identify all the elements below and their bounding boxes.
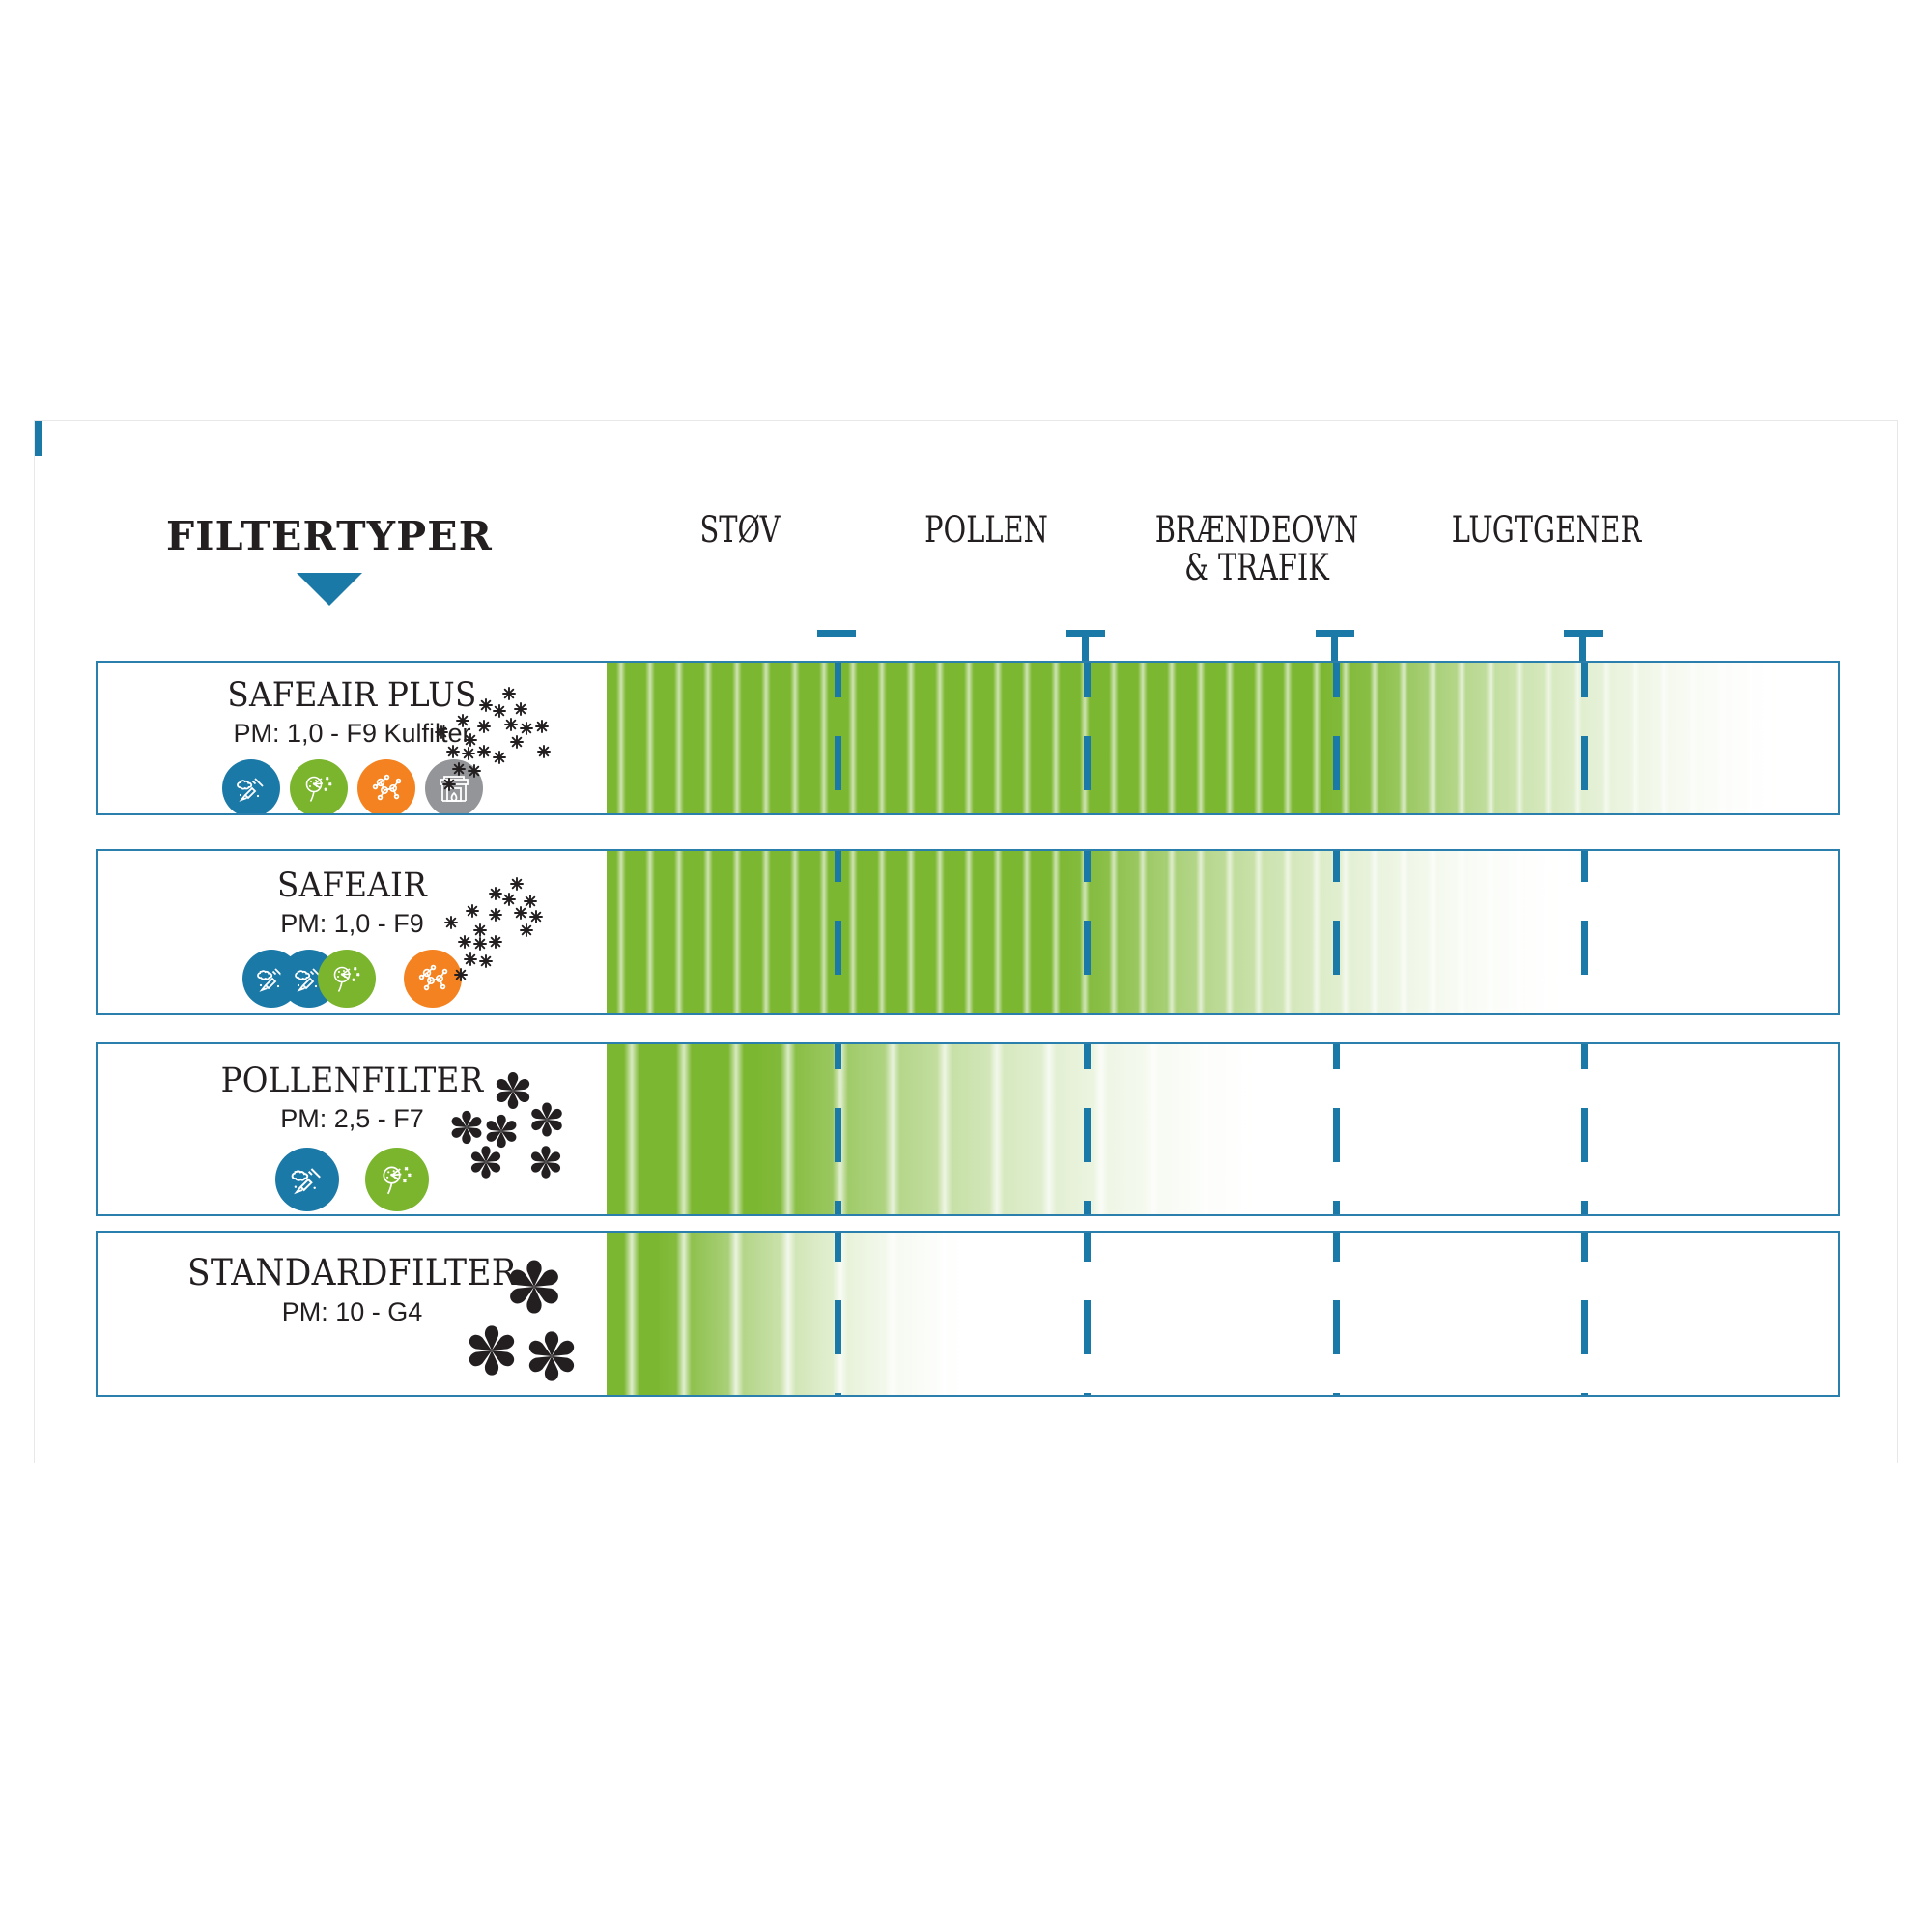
column-header-label-line2: & TRAFIK [1184, 546, 1329, 588]
axis-tick-stem-stov [35, 421, 42, 456]
title-block: FILTERTYPER [127, 513, 532, 606]
dust-broom-icon[interactable] [221, 759, 280, 813]
pollen-dandelion-icon[interactable] [289, 759, 348, 813]
particle-cluster-tiny [424, 874, 569, 992]
axis-tick-stem-braendeovn [1331, 630, 1338, 665]
row-text-cell: STANDARDFILTER PM: 10 - G4 [98, 1233, 607, 1395]
row-icon-group [98, 1148, 607, 1211]
molecule-icon[interactable] [356, 759, 415, 813]
column-header-label: STØV [699, 509, 781, 551]
guide-line-lugtgener [1581, 1233, 1588, 1395]
pollen-dandelion-icon[interactable] [318, 950, 376, 1008]
page-title: FILTERTYPER [165, 513, 494, 559]
guide-line-lugtgener [1581, 1044, 1588, 1214]
guide-line-pollen [1084, 1233, 1091, 1395]
axis-tick-cap-stov [817, 630, 856, 637]
guide-line-pollen [1084, 663, 1091, 813]
row-subtitle: PM: 2,5 - F7 [280, 1104, 424, 1133]
coverage-bar-safeair [607, 851, 1838, 1013]
row-title: STANDARDFILTER [187, 1252, 517, 1293]
column-header-label: BRÆNDEOVN [1154, 509, 1359, 551]
coverage-bar-safeair-plus [607, 663, 1838, 813]
column-header-pollen: POLLEN [889, 509, 1085, 551]
row-title: SAFEAIR [277, 867, 427, 905]
row-icon-group [98, 947, 607, 1010]
particle-cluster-medium [438, 1062, 573, 1187]
row-title: SAFEAIR PLUS [227, 676, 477, 715]
guide-line-lugtgener [1581, 663, 1588, 813]
table-row[interactable]: SAFEAIR PM: 1,0 - F9 [96, 849, 1840, 1015]
row-text-cell: SAFEAIR PM: 1,0 - F9 [98, 851, 607, 1013]
bar-fade-overlay [607, 851, 1838, 1013]
bar-fade-overlay [607, 663, 1838, 813]
row-subtitle: PM: 10 - G4 [281, 1297, 423, 1326]
guide-line-stov [835, 1044, 841, 1214]
guide-line-stov [835, 663, 841, 813]
column-header-braendeovn-trafik: BRÆNDEOVN & TRAFIK [1106, 509, 1407, 588]
particle-cluster-tiny [416, 684, 561, 800]
guide-line-stov [835, 851, 841, 1013]
table-row[interactable]: SAFEAIR PLUS PM: 1,0 - F9 Kulfilter [96, 661, 1840, 815]
guide-line-lugtgener [1581, 851, 1588, 1013]
guide-line-braendeovn [1333, 1044, 1340, 1214]
particle-cluster-large [453, 1246, 588, 1391]
infographic-card: FILTERTYPER STØV POLLEN BRÆNDEOVN & TRAF… [34, 420, 1898, 1463]
dust-broom-icon[interactable] [275, 1148, 339, 1211]
guide-line-braendeovn [1333, 851, 1340, 1013]
column-header-lugtgener: LUGTGENER [1418, 509, 1674, 551]
row-subtitle: PM: 1,0 - F9 [280, 909, 424, 938]
column-header-label: POLLEN [924, 509, 1048, 551]
row-text-cell: SAFEAIR PLUS PM: 1,0 - F9 Kulfilter [98, 663, 607, 813]
row-subtitle: PM: 1,0 - F9 Kulfilter [233, 719, 471, 748]
coverage-bar-standardfilter [607, 1233, 1838, 1395]
molecule-icon[interactable] [404, 950, 462, 1008]
bar-fade-overlay [607, 1044, 1838, 1214]
guide-line-pollen [1084, 1044, 1091, 1214]
guide-line-braendeovn [1333, 1233, 1340, 1395]
row-title: POLLENFILTER [220, 1062, 484, 1100]
guide-line-stov [835, 1233, 841, 1395]
bar-fade-overlay [607, 1233, 1838, 1395]
coverage-bar-pollenfilter [607, 1044, 1838, 1214]
guide-line-braendeovn [1333, 663, 1340, 813]
row-text-cell: POLLENFILTER PM: 2,5 - F7 [98, 1044, 607, 1214]
guide-line-pollen [1084, 851, 1091, 1013]
table-row[interactable]: POLLENFILTER PM: 2,5 - F7 [96, 1042, 1840, 1216]
triangle-down-icon [297, 573, 362, 606]
table-row[interactable]: STANDARDFILTER PM: 10 - G4 [96, 1231, 1840, 1397]
column-header-stov: STØV [642, 509, 838, 551]
pollen-dandelion-icon[interactable] [365, 1148, 429, 1211]
axis-tick-stem-lugtgener [1579, 630, 1586, 665]
column-header-label: LUGTGENER [1451, 509, 1642, 551]
row-icon-group [98, 756, 607, 813]
axis-tick-stem-pollen [1082, 630, 1089, 665]
